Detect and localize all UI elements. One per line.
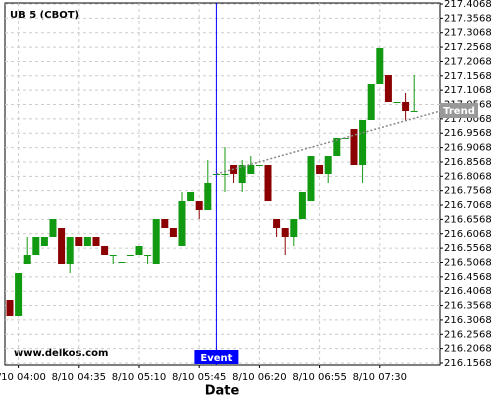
y-tick-label: 216.7568 [444,186,492,197]
candle-body [307,156,315,202]
y-tick-label: 217.2068 [444,56,492,67]
y-tick-label: 216.4568 [444,272,492,283]
candle-body [290,218,298,238]
y-tick-label: 216.2568 [444,329,492,340]
candle-body [384,74,392,102]
x-tick-label: 8/10 07:30 [353,372,407,383]
candle-body [367,84,375,121]
candle-body [152,218,160,265]
candle-body [281,228,289,238]
candle-body [341,138,349,140]
x-tick-label: 8/10 04:35 [52,372,106,383]
candle-body [66,237,74,265]
candle-body [109,255,117,257]
candle-body [350,129,358,166]
x-axis-label: Date [205,384,240,399]
y-tick-label: 216.1568 [444,358,492,369]
candle-body [187,192,195,202]
x-tick-label: 8/10 06:20 [232,372,286,383]
candle-body [393,101,401,103]
y-tick-label: 216.8068 [444,171,492,182]
event-label-box [194,350,239,364]
y-tick-label: 216.9068 [444,143,492,154]
candle-body [6,300,14,317]
candle-body [135,245,143,256]
candle-body [264,165,272,202]
candle-body [255,165,263,167]
event-label: Event [200,353,232,364]
y-tick-label: 216.7068 [444,200,492,211]
candle-body [410,111,418,113]
candle-body [58,228,66,265]
candle-body [333,138,341,157]
candle-body [273,218,281,229]
candle-body [316,165,324,174]
trend-line [216,110,441,175]
y-tick-label: 216.6068 [444,229,492,240]
candle-body [324,156,332,174]
candle-body [376,47,384,85]
candle-body [402,101,410,112]
candle-body [238,165,246,184]
candle-body [126,255,134,257]
candle-body [23,255,31,265]
candle-body [195,201,203,211]
y-tick-label: 216.4068 [444,286,492,297]
y-tick-label: 217.1568 [444,71,492,82]
y-tick-label: 216.3068 [444,315,492,326]
y-tick-label: 216.9568 [444,128,492,139]
candle-body [359,120,367,166]
x-tick-label: 8/10 06:55 [292,372,346,383]
candle-body [161,218,169,229]
y-tick-label: 216.8568 [444,157,492,168]
y-tick-label: 217.3568 [444,13,492,24]
y-tick-label: 217.0068 [444,114,492,125]
trend-label: Trend [443,106,475,117]
chart-title: UB 5 (CBOT) [10,10,79,21]
trend-label-box [440,103,478,119]
candle-body [83,237,91,246]
candle-body [118,262,126,264]
x-tick-label: 8/10 05:45 [172,372,226,383]
candle-body [144,255,152,257]
y-tick-label: 216.6568 [444,214,492,225]
candle-body [32,237,40,256]
watermark: www.delkos.com [14,348,108,359]
candle-body [92,237,100,246]
candle-body [204,183,212,211]
y-tick-label: 216.5068 [444,257,492,268]
y-tick-label: 217.1068 [444,85,492,96]
y-tick-label: 217.3068 [444,28,492,39]
x-tick-label: 8/10 05:10 [112,372,166,383]
candle-body [49,218,57,238]
y-tick-label: 217.2568 [444,42,492,53]
y-tick-label: 216.3568 [444,301,492,312]
candle-body [101,245,109,256]
candle-body [75,237,83,246]
candle-body [247,165,255,174]
candle-body [221,173,229,175]
candle-body [40,237,48,246]
y-tick-label: 217.4068 [444,0,492,10]
candle-body [15,273,23,317]
x-tick-label: 8/10 04:00 [0,372,46,383]
plot-frame [4,2,441,366]
candle-body [178,201,186,246]
y-tick-label: 216.5568 [444,243,492,254]
candle-body [298,192,306,219]
candle-body [169,228,177,238]
y-tick-label: 216.2068 [444,344,492,355]
